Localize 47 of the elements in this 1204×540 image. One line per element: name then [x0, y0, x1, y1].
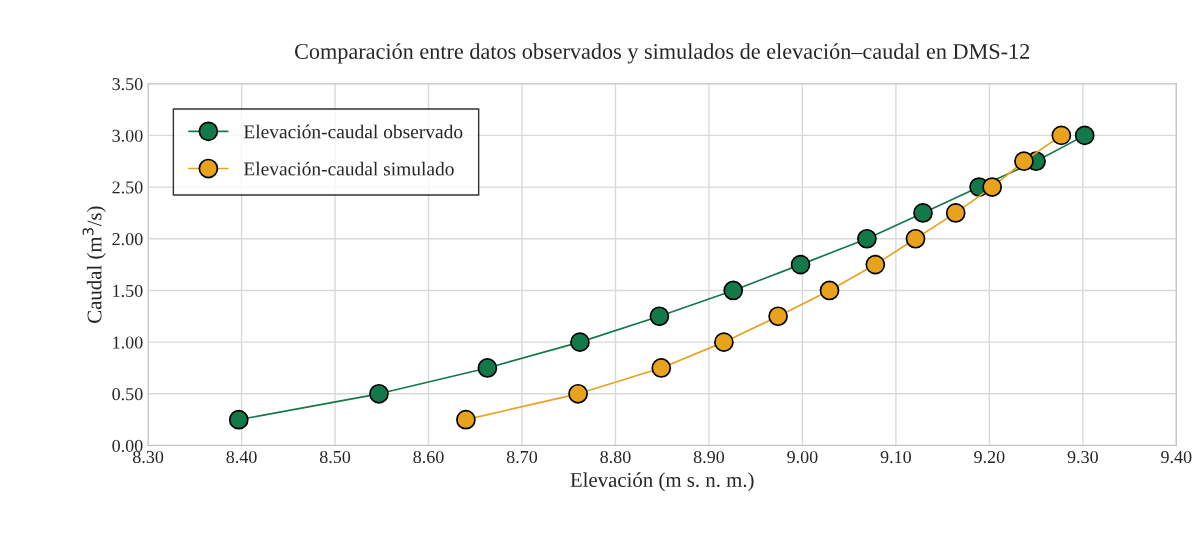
- legend-label: Elevación-caudal observado: [243, 124, 463, 139]
- x-tick-label: 9.30: [1067, 450, 1098, 464]
- point: [1074, 125, 1095, 146]
- point: [768, 306, 788, 327]
- x-tick-label: 8.50: [319, 450, 351, 464]
- point: [1014, 151, 1034, 172]
- point: [865, 254, 886, 275]
- y-tick-label: 1.00: [113, 336, 143, 349]
- x-tick-label: 9.40: [1161, 450, 1192, 464]
- x-axis-title: Elevación (m s. n. m.): [570, 472, 754, 492]
- y-tick-label: 3.00: [112, 129, 143, 142]
- point: [568, 383, 588, 404]
- y-tick-label: 1.50: [113, 284, 143, 297]
- x-tick-label: 8.70: [506, 450, 538, 464]
- x-tick-label: 8.30: [132, 450, 164, 464]
- point: [651, 358, 672, 378]
- x-tick-label: 8.60: [413, 450, 444, 464]
- y-tick-label: 2.50: [112, 181, 143, 194]
- point: [649, 306, 670, 327]
- x-tick-label: 8.40: [226, 450, 257, 464]
- y-tick-label: 3.50: [112, 77, 143, 91]
- point: [1051, 125, 1072, 146]
- point: [456, 409, 476, 430]
- point: [723, 280, 744, 301]
- point: [228, 409, 249, 430]
- y-tick-label: 0.50: [112, 388, 143, 401]
- point: [570, 332, 590, 352]
- point: [905, 228, 926, 249]
- y-axis-title: Caudal (m$^{3}$/s): [82, 206, 106, 323]
- x-tick-label: 9.00: [787, 450, 818, 464]
- legend-label: Elevación-caudal simulado: [243, 161, 454, 176]
- point: [790, 254, 811, 275]
- x-tick-label: 8.80: [600, 450, 631, 464]
- point: [477, 358, 498, 378]
- point: [913, 203, 933, 223]
- x-tick-label: 9.10: [880, 450, 911, 464]
- point: [369, 383, 389, 404]
- y-tick-label: 0.00: [112, 439, 143, 453]
- x-tick-label: 8.90: [693, 450, 725, 464]
- point: [982, 177, 1003, 197]
- chart-title: Comparación entre datos observados y simulados de elevación–caudal en DMS-12: [294, 43, 1030, 64]
- point: [945, 203, 966, 223]
- point: [819, 280, 840, 301]
- y-tick-label: 2.00: [112, 233, 143, 246]
- point: [857, 228, 877, 249]
- x-tick-label: 9.20: [974, 450, 1005, 464]
- point: [714, 332, 734, 352]
